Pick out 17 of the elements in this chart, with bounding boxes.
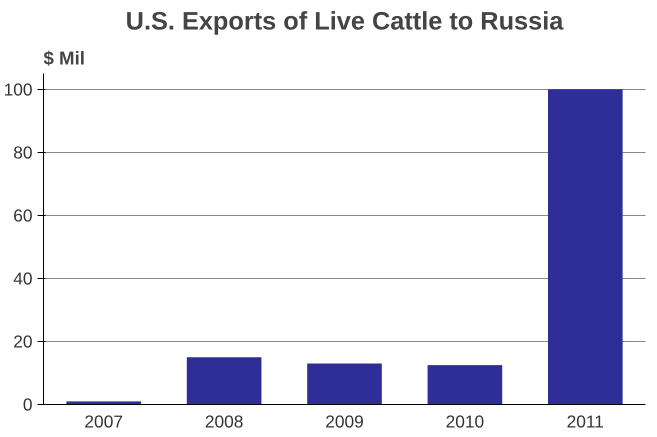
bar [307, 364, 382, 404]
x-tick-label: 2008 [204, 412, 244, 432]
y-tick-label: 80 [13, 142, 33, 162]
y-tick-label: 20 [13, 331, 33, 352]
y-tick-label: 100 [4, 79, 33, 100]
y-axis-title: $ Mil [44, 48, 85, 68]
x-tick-label: 2011 [566, 412, 604, 432]
chart-title: U.S. Exports of Live Cattle to Russia [126, 8, 564, 36]
bar [428, 365, 502, 404]
x-tick-label: 2009 [325, 412, 364, 432]
y-tick-label: 0 [22, 394, 33, 414]
bar [548, 89, 623, 404]
y-tick-label: 40 [13, 268, 33, 288]
x-tick-label: 2007 [84, 412, 123, 432]
bar [186, 357, 262, 404]
x-tick-label: 2010 [446, 412, 484, 432]
y-tick-label: 60 [13, 205, 33, 226]
